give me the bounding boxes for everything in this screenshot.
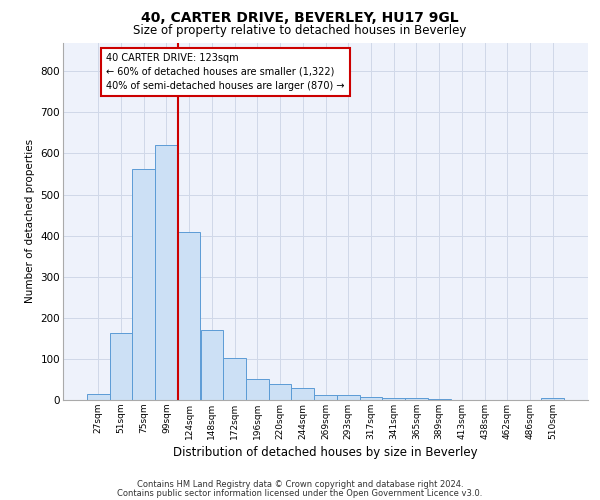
Bar	[200, 330, 223, 400]
X-axis label: Distribution of detached houses by size in Beverley: Distribution of detached houses by size …	[173, 446, 478, 459]
Bar	[314, 395, 337, 400]
Bar	[223, 358, 246, 400]
Text: Size of property relative to detached houses in Beverley: Size of property relative to detached ho…	[133, 24, 467, 37]
Bar	[292, 388, 314, 400]
Bar	[382, 398, 405, 400]
Bar	[428, 399, 451, 400]
Bar	[110, 333, 133, 400]
Bar	[178, 232, 200, 400]
Bar	[87, 394, 110, 400]
Text: 40, CARTER DRIVE, BEVERLEY, HU17 9GL: 40, CARTER DRIVE, BEVERLEY, HU17 9GL	[141, 11, 459, 25]
Bar	[155, 145, 178, 400]
Text: Contains public sector information licensed under the Open Government Licence v3: Contains public sector information licen…	[118, 488, 482, 498]
Bar	[359, 396, 382, 400]
Text: 40 CARTER DRIVE: 123sqm
← 60% of detached houses are smaller (1,322)
40% of semi: 40 CARTER DRIVE: 123sqm ← 60% of detache…	[106, 53, 344, 91]
Bar	[133, 169, 155, 400]
Bar	[405, 398, 428, 400]
Y-axis label: Number of detached properties: Number of detached properties	[25, 139, 35, 304]
Bar	[337, 396, 359, 400]
Bar	[269, 384, 292, 400]
Text: Contains HM Land Registry data © Crown copyright and database right 2024.: Contains HM Land Registry data © Crown c…	[137, 480, 463, 489]
Bar	[541, 398, 564, 400]
Bar	[246, 380, 269, 400]
